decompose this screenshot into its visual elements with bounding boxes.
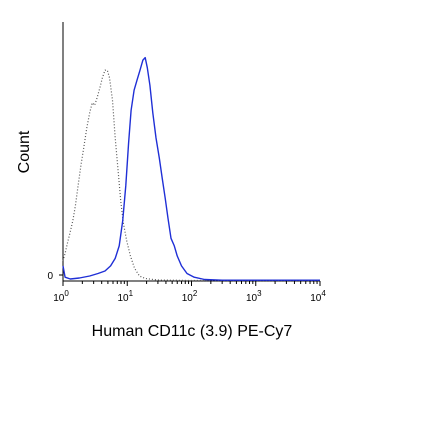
x-tick-label: 103: [246, 289, 262, 304]
x-axis-ticks: 100 101 102 103 104: [53, 281, 326, 304]
series-line-control: [62, 69, 320, 282]
series-layer: [62, 56, 320, 282]
x-tick-label: 104: [310, 289, 326, 304]
x-axis-title: Human CD11c (3.9) PE-Cy7: [92, 323, 293, 340]
y-tick-label: 0: [47, 271, 53, 282]
x-tick-label: 100: [53, 289, 69, 304]
x-tick-label: 101: [117, 289, 133, 304]
y-axis-ticks: 0: [47, 271, 63, 282]
series-line-stained: [62, 56, 320, 281]
y-axis-title: Count: [16, 130, 33, 173]
plot-frame: [62, 22, 320, 282]
x-tick-label: 102: [182, 289, 198, 304]
